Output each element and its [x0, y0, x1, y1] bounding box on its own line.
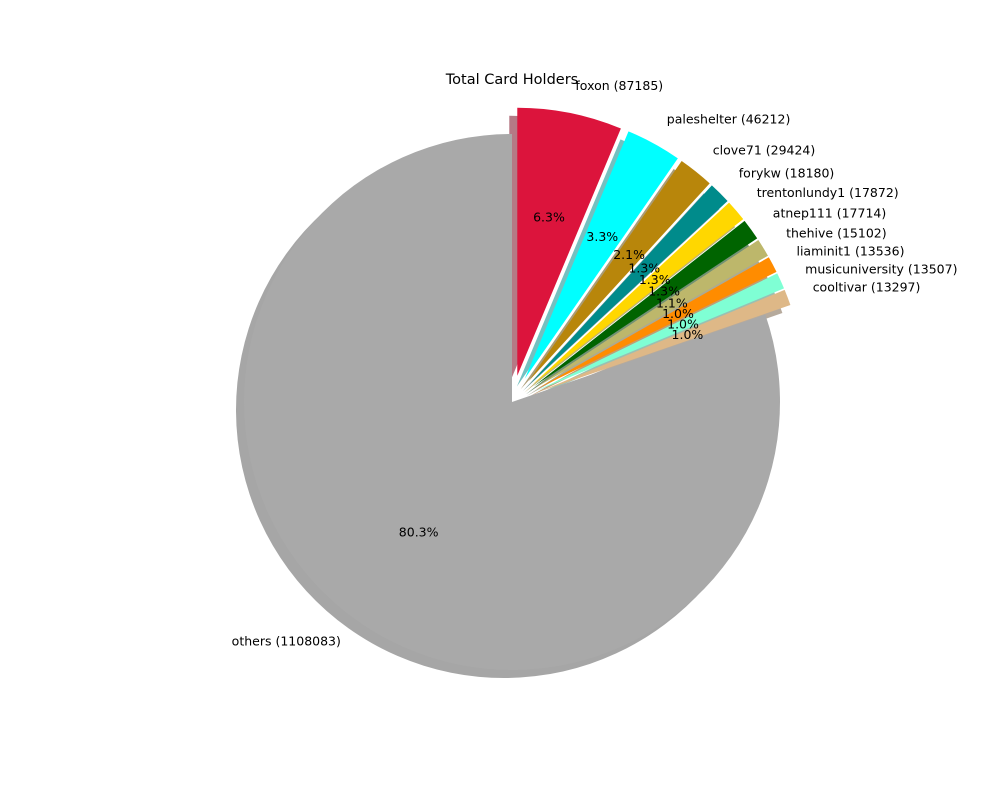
pie-slice-9 [536, 273, 785, 391]
slice-label: liaminit1 (13536) [796, 244, 904, 259]
slice-label: forykw (18180) [739, 165, 835, 180]
slice-percent-label: 3.3% [586, 229, 618, 244]
slice-label: musicuniversity (13507) [805, 261, 957, 276]
slice-layer [243, 107, 791, 670]
slice-percent-label: 2.1% [613, 247, 645, 262]
slice-percent-label: 6.3% [533, 210, 565, 225]
pie-slice-4 [530, 185, 728, 383]
slice-label: paleshelter (46212) [667, 112, 791, 127]
pie-slice-10 [537, 289, 791, 393]
pie-slice-7 [534, 240, 768, 388]
slice-percent-label: 1.0% [667, 316, 699, 331]
slice-percent-label: 1.0% [662, 306, 694, 321]
chart-title: Total Card Holders [445, 72, 579, 88]
pie-slice-3 [528, 160, 710, 382]
pie-slice-2 [524, 131, 678, 379]
pie-slice-6 [533, 220, 758, 387]
slice-label: thehive (15102) [786, 225, 887, 240]
label-layer: foxon (87185) 6.3% paleshelter (46212) 3.3%… [232, 78, 958, 648]
slice-percent-label: 1.3% [648, 284, 680, 299]
slice-percent-label: 80.3% [399, 524, 439, 539]
slice-label: foxon (87185) [575, 78, 663, 93]
slice-percent-label: 1.3% [639, 272, 671, 287]
slice-percent-label: 1.3% [628, 260, 660, 275]
slice-label: cooltivar (13297) [813, 279, 921, 294]
slice-label: clove71 (29424) [713, 142, 815, 157]
slice-percent-label: 1.1% [656, 295, 688, 310]
slice-label: others (1108083) [232, 634, 341, 649]
slice-percent-label: 1.0% [672, 327, 704, 342]
pie-slice-1 [517, 107, 621, 376]
slice-label: atnep111 (17714) [773, 205, 886, 220]
pie-slice-8 [535, 257, 777, 390]
pie-slice-11 [243, 134, 781, 670]
slice-label: trentonlundy1 (17872) [757, 185, 899, 200]
pie-slice-5 [532, 202, 744, 385]
